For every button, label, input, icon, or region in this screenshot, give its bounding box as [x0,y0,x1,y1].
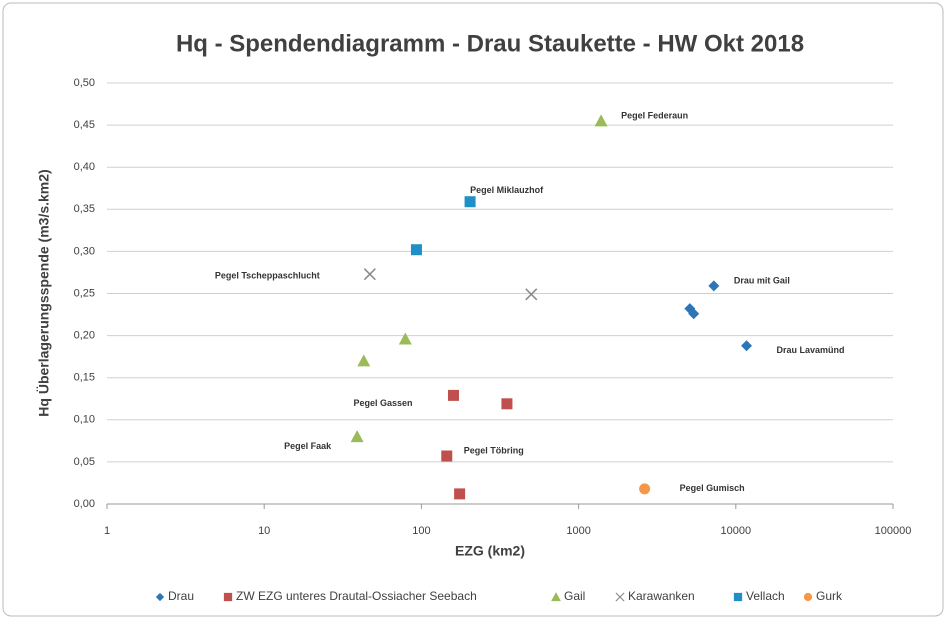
y-tick-label: 0,20 [74,330,95,342]
legend-marker [155,592,165,602]
y-tick-label: 0,25 [74,287,95,299]
legend-label: ZW EZG unteres Drautal-Ossiacher Seebach [236,589,477,603]
x-tick-label: 1000 [566,525,590,537]
point [525,288,538,301]
point [501,398,513,410]
x-axis-label: EZG (km2) [455,543,525,559]
point [363,268,376,281]
x-tick-label: 1 [104,525,110,537]
y-tick-label: 0,35 [74,203,95,215]
point-label: Pegel Töbring [464,445,524,455]
point-label: Pegel Gassen [353,398,412,408]
y-tick-label: 0,50 [74,77,95,89]
point [357,354,371,367]
x-tick-label: 100 [412,525,430,537]
point [441,450,453,462]
point [398,332,412,345]
point-label: Pegel Tscheppaschlucht [215,271,320,281]
legend-label: Drau [168,589,194,603]
chart-title: Hq - Spendendiagramm - Drau Staukette - … [176,30,804,57]
legend-label: Vellach [746,589,785,603]
point-label: Drau Lavamünd [777,345,845,355]
y-tick-label: 0,40 [74,161,95,173]
point [741,340,753,352]
y-tick-label: 0,05 [74,456,95,468]
legend-marker [223,592,233,602]
point [464,196,476,208]
legend-marker [803,592,813,602]
point [708,280,720,292]
y-tick-label: 0,45 [74,119,95,131]
y-tick-label: 0,15 [74,372,95,384]
point-label: Pegel Gumisch [680,483,745,493]
legend-label: Gail [564,589,585,603]
point [454,488,466,500]
y-axis-label: Hq Überlagerungsspende (m3/s.km2) [36,169,52,416]
x-tick-label: 10000 [721,525,752,537]
point [447,389,459,401]
point [688,308,700,320]
point [350,430,364,443]
legend-label: Karawanken [628,589,695,603]
x-tick-label: 10 [258,525,270,537]
y-tick-label: 0,10 [74,414,95,426]
legend-label: Gurk [816,589,843,603]
point-label: Pegel Faak [284,441,332,451]
point [639,483,651,495]
point-label: Pegel Federaun [621,110,688,120]
point-label: Pegel Miklauzhof [470,185,544,195]
legend-marker [615,592,625,602]
y-tick-label: 0,30 [74,245,95,257]
x-tick-label: 100000 [875,525,912,537]
legend-marker [551,592,561,602]
point-label: Drau mit Gail [734,275,790,285]
y-tick-label: 0,00 [74,498,95,510]
point [410,244,422,256]
point [594,114,608,127]
legend-marker [733,592,743,602]
